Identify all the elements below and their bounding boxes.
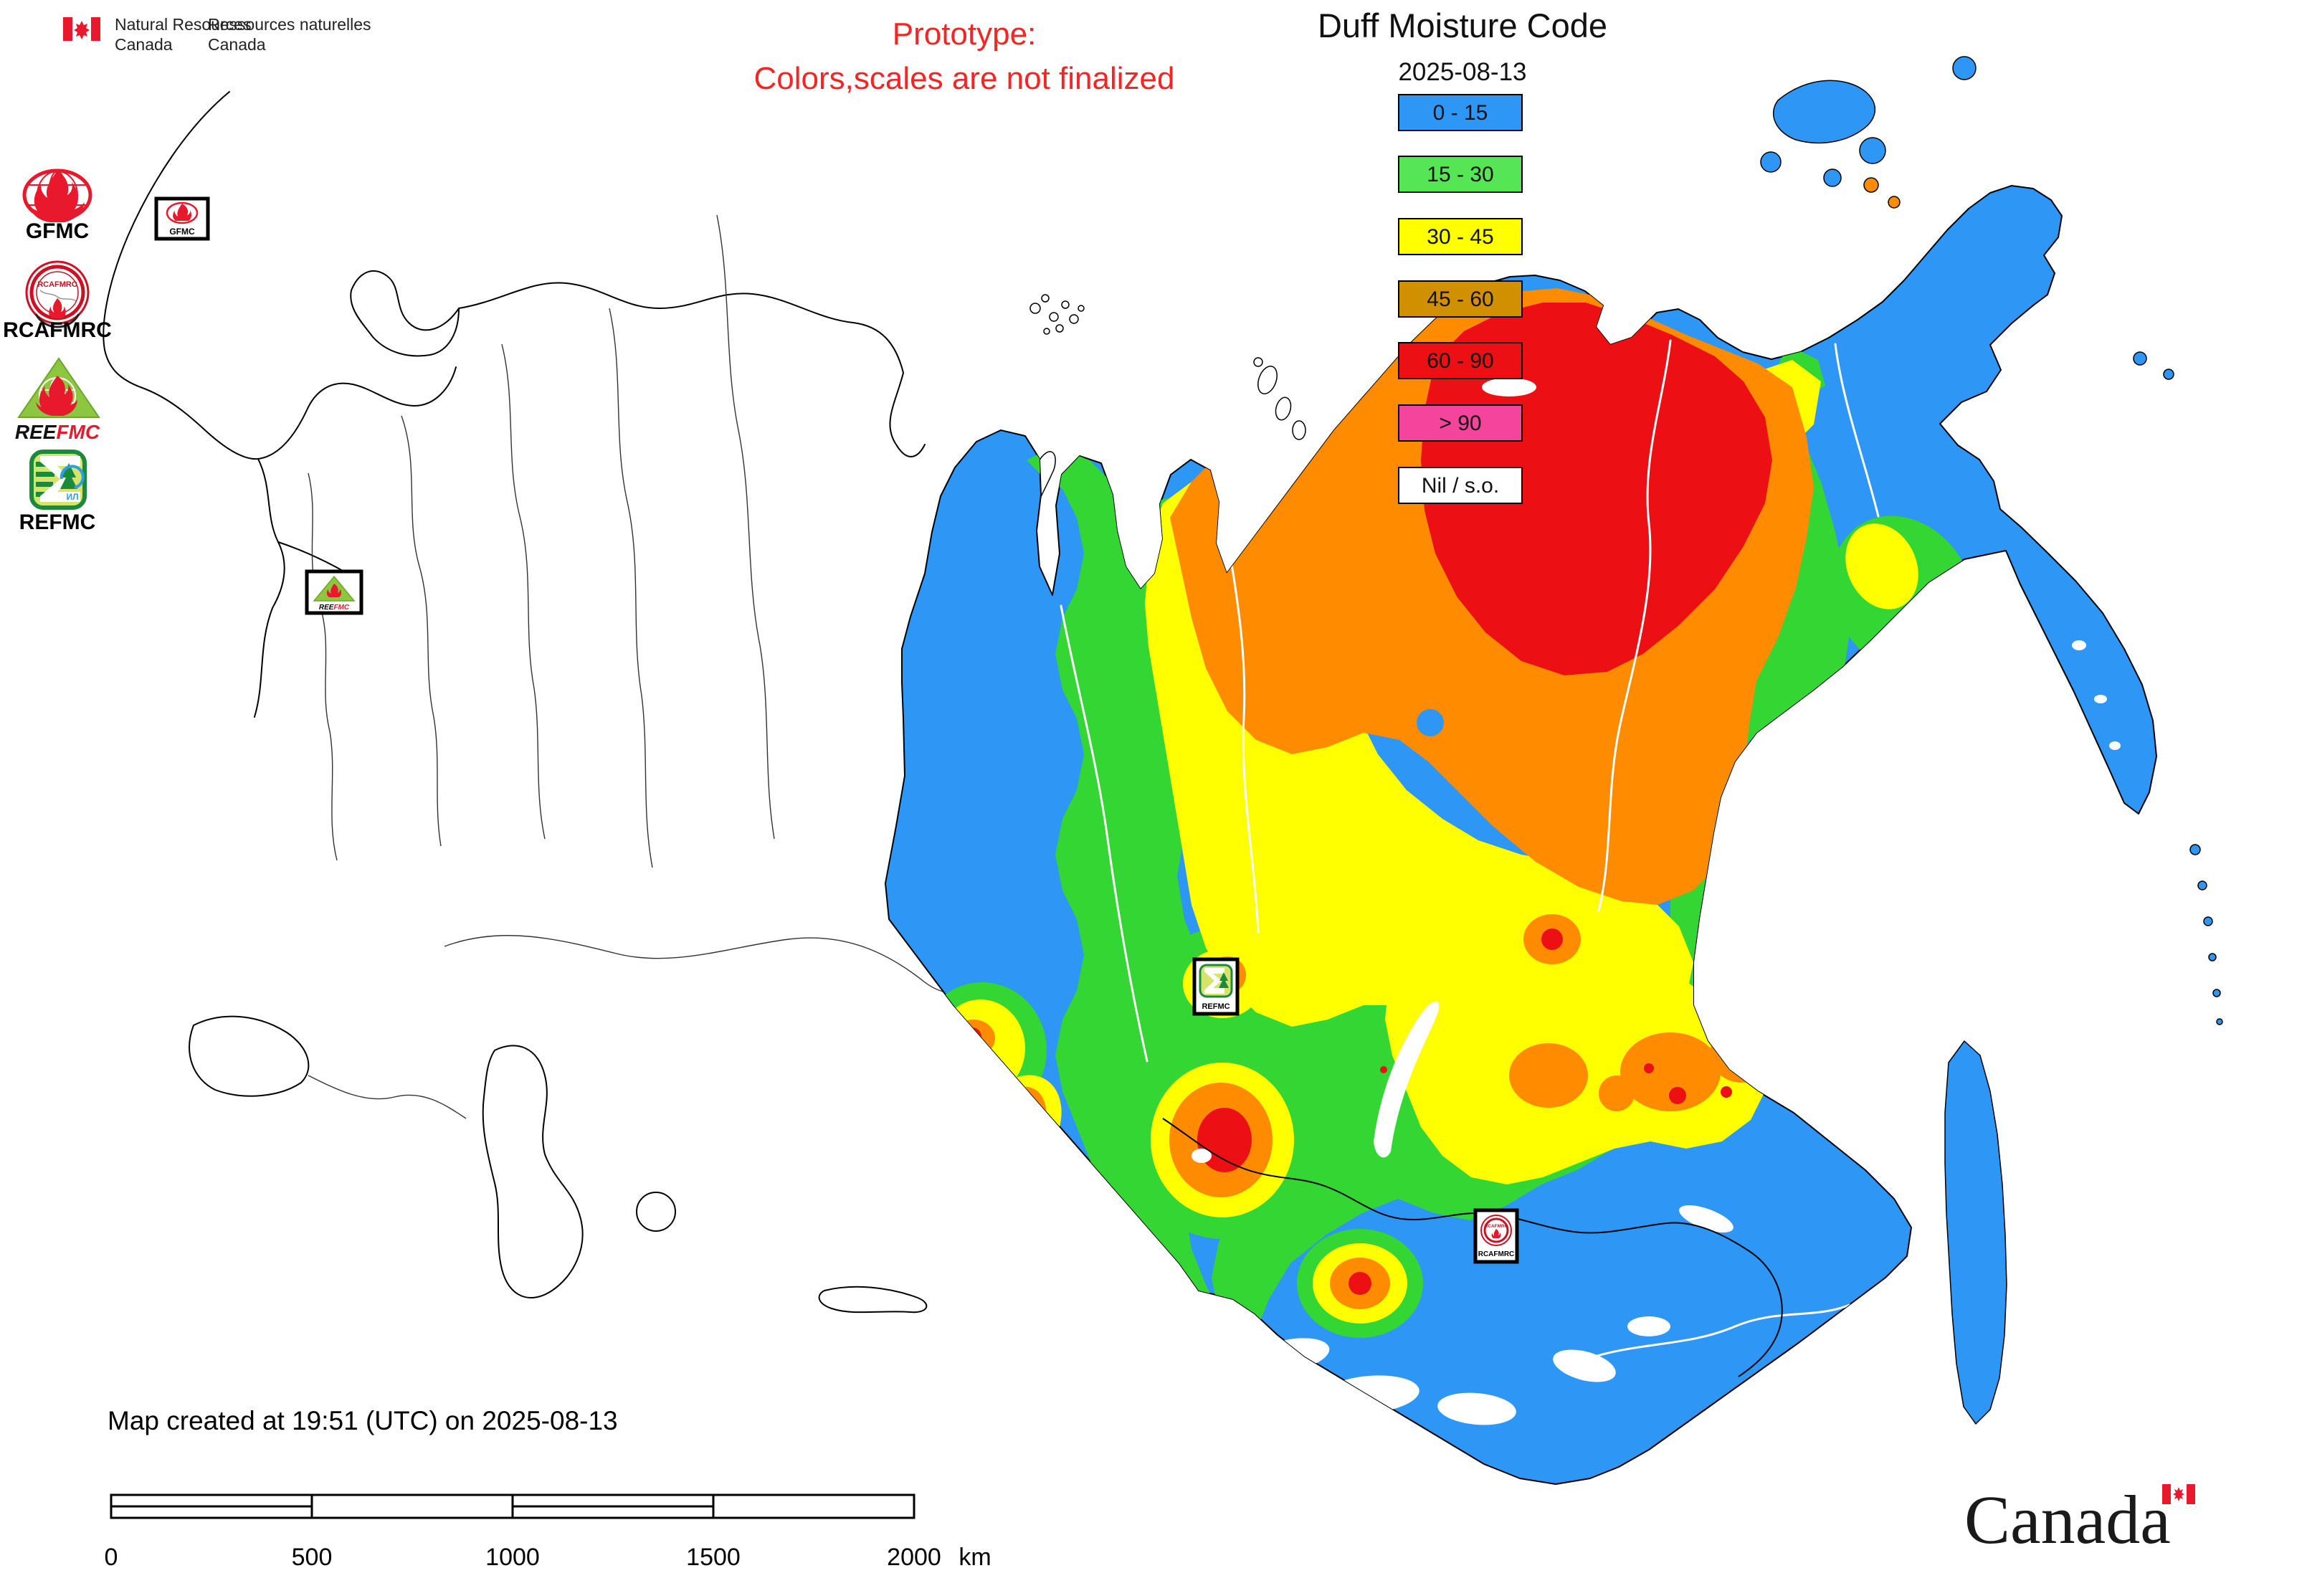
new-siberian-islands [1772, 80, 1875, 144]
logo-rcafmrc: RCAFMRC RCAFMRC [3, 260, 112, 342]
svg-text:Nil / s.o.: Nil / s.o. [1422, 474, 1499, 498]
scale-bar: 0 500 1000 1500 2000 km [105, 1493, 991, 1571]
lake-balkhash [818, 1286, 928, 1314]
svg-text:45 - 60: 45 - 60 [1427, 288, 1493, 311]
prototype-notice: Prototype: Colors,scales are not finaliz… [754, 16, 1175, 96]
canada-flag-icon [63, 17, 100, 41]
nrcan-fr-line1: Ressources naturelles [208, 15, 371, 34]
wrangel-island [1952, 56, 1977, 80]
caspian-sea [482, 1045, 584, 1298]
logo-refmc-label: REFMC [19, 510, 96, 534]
nrcan-en-line2: Canada [115, 35, 173, 54]
legend-item: > 90 [1398, 404, 1523, 442]
southern-borders [1162, 1118, 1783, 1377]
dmc-raster [885, 56, 2223, 1485]
amur-river [1576, 1303, 1851, 1364]
logo-gfmc-label: GFMC [26, 219, 89, 243]
svg-text:RCAFMRC: RCAFMRC [1485, 1224, 1508, 1229]
marker-reefmc-label: REEFMC [319, 604, 350, 612]
marker-gfmc-label: GFMC [169, 227, 195, 237]
marker-rcafmrc-label: RCAFMRC [1478, 1250, 1515, 1258]
map-title: Duff Moisture Code [1318, 6, 1607, 44]
svg-text:Canada: Canada [1964, 1481, 2171, 1558]
legend-item: 60 - 90 [1398, 342, 1523, 379]
scale-tick-1000: 1000 [485, 1544, 540, 1571]
scale-unit: km [959, 1544, 991, 1571]
legend-item: 0 - 15 [1398, 94, 1523, 131]
svg-text:> 90: > 90 [1439, 412, 1481, 435]
logo-gfmc: GFMC [22, 168, 92, 243]
mongolia-china-border [1162, 1118, 1783, 1377]
blue-islands [1760, 56, 2223, 1425]
map-marker-rcafmrc: RCAFMRC RCAFMRC [1473, 1208, 1519, 1264]
map-marker-gfmc: GFMC [154, 196, 210, 241]
svg-text:30 - 45: 30 - 45 [1427, 225, 1493, 249]
prototype-line2: Colors,scales are not finalized [754, 61, 1175, 96]
aral-sea [636, 1192, 676, 1232]
map-date: 2025-08-13 [1398, 58, 1526, 86]
map-marker-refmc: REFMC [1192, 957, 1240, 1016]
ob-river [1060, 604, 1148, 1063]
wordmark-flag-icon [2162, 1484, 2195, 1504]
svg-text:15 - 30: 15 - 30 [1427, 163, 1493, 186]
scale-tick-2000: 2000 [887, 1544, 941, 1571]
rivers [1060, 339, 1880, 1364]
legend-item: Nil / s.o. [1398, 467, 1523, 504]
map-marker-reefmc: REEFMC [305, 569, 363, 615]
western-coastlines [103, 91, 926, 718]
svg-text:60 - 90: 60 - 90 [1427, 349, 1493, 373]
legend-item: 30 - 45 [1398, 218, 1523, 255]
svg-text:RCAFMRC: RCAFMRC [37, 280, 77, 289]
kuril-islands [2189, 844, 2223, 1025]
franz-josef-land [1029, 294, 1085, 335]
logo-rcafmrc-label: RCAFMRC [3, 318, 112, 342]
western-seas [189, 1015, 928, 1314]
black-sea [189, 1015, 310, 1097]
nrcan-fr-line2: Canada [208, 35, 266, 54]
logo-reefmc: REEFMC [15, 357, 100, 443]
logo-reefmc-label: REEFMC [15, 421, 100, 443]
logo-refmc: ИЛ REFMC [19, 450, 96, 534]
western-admin-borders [308, 214, 997, 1119]
lena-river [1597, 339, 1672, 912]
sakhalin-island [1944, 1040, 2007, 1425]
canada-wordmark: Canada [1964, 1481, 2195, 1558]
marker-refmc-label: REFMC [1202, 1002, 1230, 1011]
legend-item: 15 - 30 [1398, 156, 1523, 193]
nrcan-signature: Natural Resources Canada Ressources natu… [63, 15, 371, 54]
nrcan-en-line1: Natural Resources [115, 15, 251, 34]
severnaya-zemlya [1253, 357, 1306, 440]
map-title-block: Duff Moisture Code 2025-08-13 [1318, 6, 1607, 86]
scale-tick-500: 500 [292, 1544, 333, 1571]
lake-baikal [1374, 1001, 1440, 1158]
legend-item: 45 - 60 [1398, 280, 1523, 318]
lake-taymyr [1482, 378, 1536, 396]
yenisei-river [1221, 508, 1260, 934]
prototype-line1: Prototype: [893, 16, 1037, 52]
map-created-text: Map created at 19:51 (UTC) on 2025-08-13 [108, 1406, 618, 1435]
svg-text:0 - 15: 0 - 15 [1433, 101, 1488, 125]
scale-tick-0: 0 [105, 1544, 118, 1571]
scale-tick-1500: 1500 [686, 1544, 741, 1571]
legend: 0 - 15 15 - 30 30 - 45 45 - 60 60 - 90 >… [1398, 94, 1523, 504]
kolyma-river [1834, 343, 1880, 518]
svg-text:ИЛ: ИЛ [66, 492, 78, 502]
